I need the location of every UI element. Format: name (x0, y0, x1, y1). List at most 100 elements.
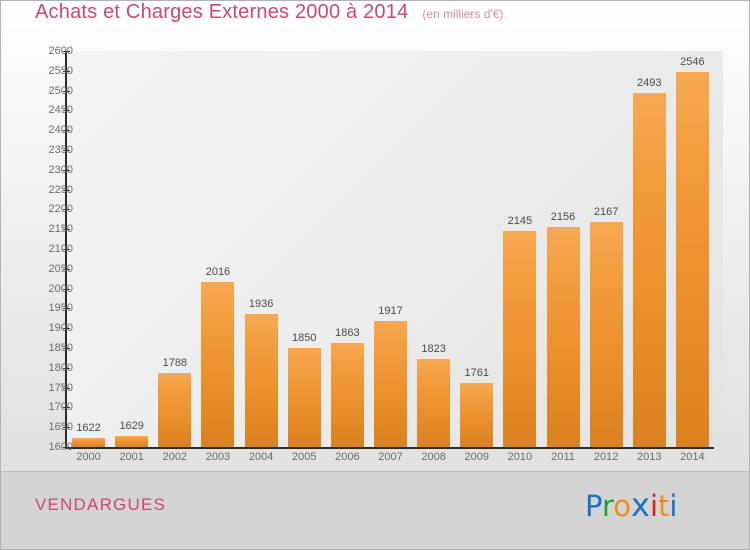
y-axis-tick-label: 2400 (48, 124, 73, 137)
y-axis-tick-mark (63, 308, 70, 309)
x-axis-tick-label: 2013 (637, 451, 662, 463)
x-axis-tick-label: 2011 (551, 451, 575, 463)
bar-value-label: 1823 (421, 342, 446, 355)
footer: VENDARGUES Proxiti (1, 471, 749, 549)
x-axis-tick-label: 2008 (421, 451, 446, 463)
logo-letter-x: x (631, 486, 650, 524)
bar-value-label: 2493 (637, 77, 662, 90)
y-axis-tick-mark (63, 229, 70, 230)
x-axis-tick-label: 2006 (335, 451, 360, 463)
x-axis-line (65, 447, 714, 449)
bar[interactable] (72, 438, 106, 447)
bar-value-label: 1863 (335, 326, 360, 339)
bar[interactable] (115, 435, 149, 447)
y-axis-tick-label: 1700 (48, 401, 73, 414)
y-axis-tick-label: 2500 (48, 84, 73, 97)
y-axis-tick-label: 2200 (48, 203, 73, 216)
bar-value-label: 1936 (248, 297, 274, 310)
bar[interactable] (201, 282, 235, 447)
y-axis-tick-label: 2100 (48, 243, 73, 255)
bar-value-label: 2016 (205, 266, 231, 279)
y-axis-tick-mark (63, 110, 70, 111)
y-axis-tick-label: 2150 (48, 223, 73, 236)
y-axis-tick-label: 1850 (48, 342, 73, 354)
bar[interactable] (374, 321, 407, 447)
y-axis-tick-mark (63, 209, 70, 210)
bar[interactable] (460, 383, 494, 447)
logo-letter: P (585, 489, 602, 523)
y-axis-tick-mark (63, 388, 70, 389)
bar[interactable] (546, 226, 580, 447)
y-axis-tick-label: 1900 (48, 322, 73, 335)
y-axis-tick-mark (63, 150, 70, 151)
bar-value-label: 1761 (464, 367, 489, 380)
y-axis-tick-label: 2050 (48, 262, 73, 275)
x-axis-tick-label: 2009 (464, 451, 489, 463)
logo-letter: t (658, 489, 670, 523)
title-bar: Achats et Charges Externes 2000 à 2014 (… (1, 1, 749, 37)
bar[interactable] (244, 313, 278, 447)
x-axis-tick-label: 2012 (593, 451, 619, 463)
y-axis-tick-label: 1650 (48, 421, 73, 434)
page-title: Achats et Charges Externes 2000 à 2014 (35, 1, 409, 23)
y-axis-tick-mark (63, 190, 70, 191)
y-axis-tick-mark (63, 91, 70, 92)
y-axis-tick-mark (63, 348, 70, 349)
proxiti-logo[interactable]: Proxiti (585, 486, 677, 524)
y-axis-tick-mark (63, 368, 70, 369)
y-axis-tick-label: 2600 (48, 45, 73, 57)
y-axis-tick-mark (63, 447, 70, 448)
x-axis-tick-label: 2007 (378, 451, 403, 463)
bar[interactable] (589, 222, 623, 447)
x-axis-tick-label: 2004 (248, 451, 274, 463)
x-axis-tick-label: 2000 (76, 451, 101, 463)
bar[interactable] (417, 358, 451, 447)
bar[interactable] (158, 372, 192, 447)
y-axis-tick-mark (63, 170, 70, 171)
y-axis-tick-mark (63, 407, 70, 408)
bar-value-label: 2145 (507, 215, 533, 228)
x-axis-tick-label: 2001 (119, 451, 144, 463)
bar-value-label: 2546 (680, 56, 705, 69)
y-axis-tick-label: 2550 (48, 64, 73, 77)
bar-value-label: 1917 (378, 305, 403, 318)
bar-value-label: 1622 (76, 422, 101, 435)
logo-letter: o (613, 489, 632, 523)
bar[interactable] (675, 72, 709, 447)
y-axis-tick-label: 2350 (48, 144, 73, 156)
y-axis-tick-mark (63, 269, 70, 270)
y-axis-tick-label: 1950 (48, 302, 73, 315)
x-axis-tick-label: 2005 (291, 451, 317, 463)
bar[interactable] (330, 342, 364, 447)
chart-subtitle: (en milliers d'€) (422, 7, 504, 21)
bar[interactable] (632, 93, 666, 447)
y-axis-tick-mark (63, 249, 70, 250)
x-axis-tick-label: 2002 (162, 451, 188, 463)
bar-value-label: 2156 (550, 210, 576, 223)
y-axis-tick-label: 1750 (48, 381, 73, 394)
y-axis-tick-mark (63, 328, 70, 329)
logo-letter: r (601, 489, 614, 523)
bar[interactable] (503, 231, 537, 447)
bar-value-label: 1850 (291, 332, 317, 344)
bar[interactable] (287, 348, 321, 447)
y-axis-tick-label: 2300 (48, 163, 73, 176)
y-axis-tick-mark (63, 71, 70, 72)
y-axis-tick-label: 2450 (48, 104, 73, 117)
bar-value-label: 1629 (119, 419, 144, 432)
logo-letter: i (669, 489, 678, 523)
y-axis-tick-label: 1600 (48, 441, 73, 453)
bar-value-label: 2167 (593, 206, 619, 219)
x-axis-tick-label: 2014 (680, 451, 705, 463)
bar-value-label: 1788 (162, 356, 188, 369)
y-axis-tick-mark (63, 130, 70, 131)
logo-letter: i (649, 489, 659, 523)
x-axis-tick-label: 2010 (507, 451, 533, 463)
y-axis-tick-label: 2250 (48, 183, 73, 196)
x-axis-tick-label: 2003 (205, 451, 231, 463)
y-axis-tick-label: 2000 (48, 282, 73, 295)
y-axis-tick-mark (63, 289, 70, 290)
plot-area: 1600 1650 1700 1750 1800 1850 1900 1950 2000 2050… (1, 45, 749, 463)
y-axis-tick-mark (63, 51, 70, 52)
